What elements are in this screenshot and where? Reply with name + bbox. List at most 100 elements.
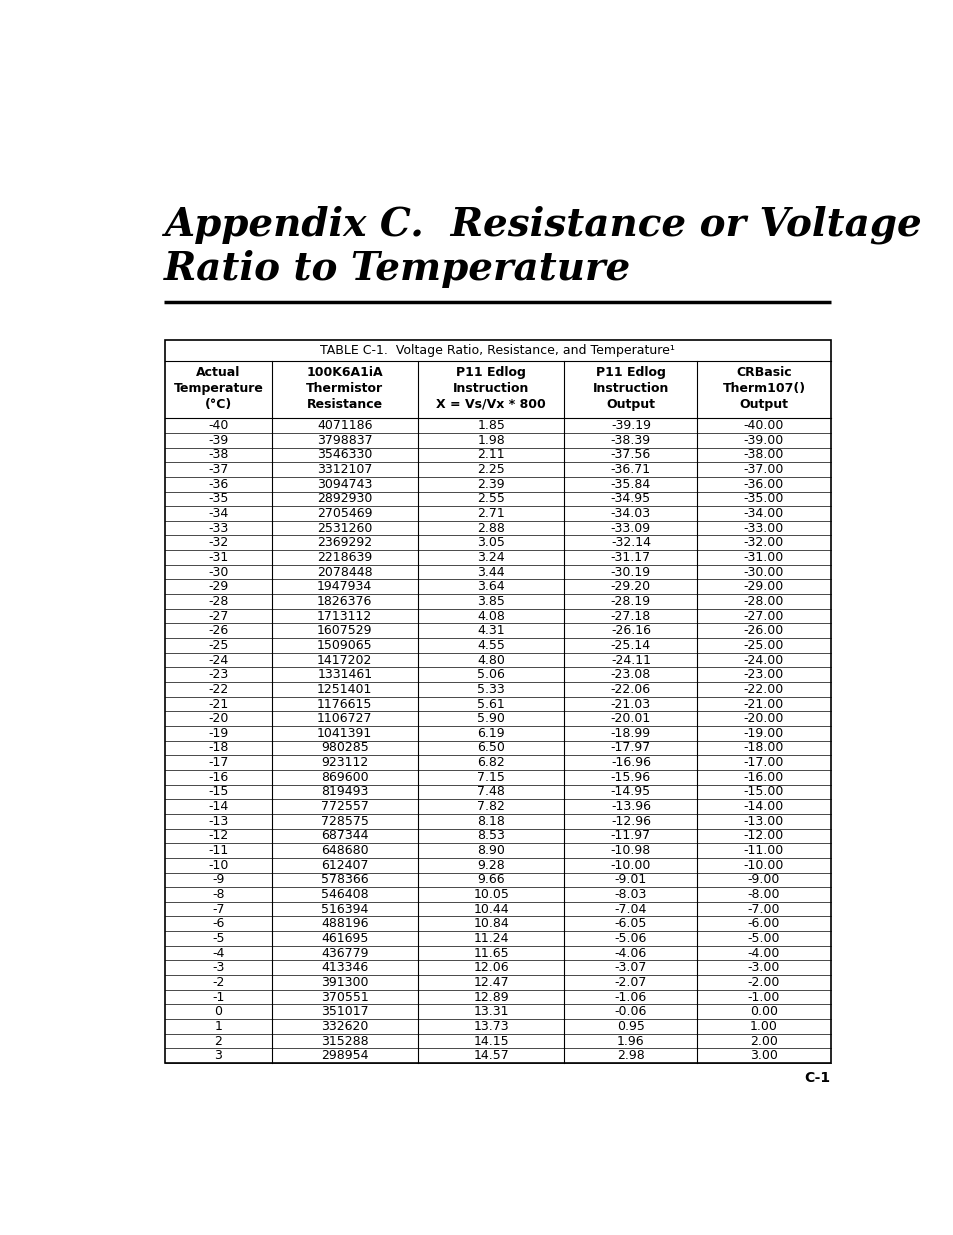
Text: -2: -2 [212, 976, 224, 989]
Text: -6.05: -6.05 [614, 918, 646, 930]
Text: -28.00: -28.00 [743, 595, 783, 608]
Text: -23.08: -23.08 [610, 668, 650, 682]
Text: 648680: 648680 [320, 844, 368, 857]
Text: -32.00: -32.00 [743, 536, 783, 550]
Text: -15: -15 [208, 785, 229, 799]
Text: 1826376: 1826376 [316, 595, 372, 608]
Text: (°C): (°C) [205, 398, 232, 411]
Text: 12.06: 12.06 [473, 961, 508, 974]
Text: -29.00: -29.00 [743, 580, 783, 593]
Text: 6.82: 6.82 [476, 756, 504, 769]
Bar [165, 341, 830, 1063]
Text: 923112: 923112 [321, 756, 368, 769]
Text: -18.99: -18.99 [610, 727, 650, 740]
Text: 11.65: 11.65 [473, 946, 508, 960]
Text: 1509065: 1509065 [316, 638, 373, 652]
Text: -11: -11 [208, 844, 228, 857]
Text: -36: -36 [208, 478, 228, 490]
Text: 3.05: 3.05 [476, 536, 504, 550]
Text: -7: -7 [212, 903, 224, 915]
Text: -30.00: -30.00 [743, 566, 783, 579]
Text: -34.00: -34.00 [743, 508, 783, 520]
Text: -27: -27 [208, 610, 229, 622]
Text: 488196: 488196 [320, 918, 368, 930]
Text: 7.15: 7.15 [476, 771, 504, 784]
Text: 1.00: 1.00 [749, 1020, 777, 1032]
Text: -35: -35 [208, 493, 229, 505]
Text: -21: -21 [208, 698, 228, 710]
Text: -7.00: -7.00 [747, 903, 780, 915]
Text: -20.00: -20.00 [743, 713, 783, 725]
Text: -13.96: -13.96 [610, 800, 650, 813]
Text: -14: -14 [208, 800, 228, 813]
Text: -24: -24 [208, 653, 228, 667]
Text: 2892930: 2892930 [316, 493, 372, 505]
Text: 3.85: 3.85 [476, 595, 504, 608]
Text: -19: -19 [208, 727, 228, 740]
Text: 1: 1 [214, 1020, 222, 1032]
Text: 2705469: 2705469 [316, 508, 372, 520]
Text: 332620: 332620 [321, 1020, 368, 1032]
Text: 4.80: 4.80 [476, 653, 504, 667]
Text: 3094743: 3094743 [316, 478, 372, 490]
Text: -31: -31 [208, 551, 228, 564]
Text: -24.11: -24.11 [610, 653, 650, 667]
Text: -17: -17 [208, 756, 229, 769]
Text: -39: -39 [208, 433, 228, 447]
Text: -3.00: -3.00 [747, 961, 780, 974]
Text: 351017: 351017 [320, 1005, 368, 1018]
Text: 1106727: 1106727 [316, 713, 372, 725]
Text: Actual: Actual [196, 366, 240, 379]
Text: -29: -29 [208, 580, 228, 593]
Text: -40.00: -40.00 [743, 419, 783, 432]
Text: -13: -13 [208, 815, 228, 827]
Text: P11 Edlog: P11 Edlog [596, 366, 665, 379]
Text: 772557: 772557 [320, 800, 368, 813]
Text: 1947934: 1947934 [316, 580, 372, 593]
Text: -28: -28 [208, 595, 229, 608]
Text: 1.98: 1.98 [476, 433, 504, 447]
Text: -22: -22 [208, 683, 228, 695]
Text: 5.61: 5.61 [476, 698, 504, 710]
Text: 10.05: 10.05 [473, 888, 509, 902]
Text: -26.00: -26.00 [743, 624, 783, 637]
Text: 1417202: 1417202 [316, 653, 372, 667]
Text: 516394: 516394 [321, 903, 368, 915]
Text: -40: -40 [208, 419, 229, 432]
Text: -38.39: -38.39 [610, 433, 650, 447]
Text: -5.00: -5.00 [747, 932, 780, 945]
Text: -10.00: -10.00 [743, 858, 783, 872]
Text: 3.44: 3.44 [476, 566, 504, 579]
Text: -34: -34 [208, 508, 228, 520]
Text: Resistance: Resistance [306, 398, 382, 411]
Text: -4.00: -4.00 [747, 946, 780, 960]
Text: X = Vs/Vx * 800: X = Vs/Vx * 800 [436, 398, 545, 411]
Text: 14.15: 14.15 [473, 1035, 508, 1047]
Text: 0.00: 0.00 [749, 1005, 777, 1018]
Text: 2.00: 2.00 [749, 1035, 777, 1047]
Text: 7.82: 7.82 [476, 800, 504, 813]
Text: Instruction: Instruction [453, 382, 529, 395]
Text: -26.16: -26.16 [610, 624, 650, 637]
Text: -3: -3 [212, 961, 224, 974]
Text: -37.00: -37.00 [743, 463, 783, 475]
Text: -18.00: -18.00 [743, 741, 783, 755]
Text: -4.06: -4.06 [614, 946, 646, 960]
Text: -12.00: -12.00 [743, 830, 783, 842]
Text: 2078448: 2078448 [316, 566, 373, 579]
Text: Appendix C.  Resistance or Voltage: Appendix C. Resistance or Voltage [164, 205, 921, 243]
Text: -32: -32 [208, 536, 228, 550]
Text: 436779: 436779 [320, 946, 368, 960]
Text: 687344: 687344 [320, 830, 368, 842]
Text: -0.06: -0.06 [614, 1005, 646, 1018]
Text: 4.55: 4.55 [476, 638, 504, 652]
Text: 6.50: 6.50 [476, 741, 504, 755]
Text: -1: -1 [212, 990, 224, 1004]
Text: -15.00: -15.00 [743, 785, 783, 799]
Text: C-1: C-1 [803, 1071, 830, 1084]
Text: -31.17: -31.17 [610, 551, 650, 564]
Text: 3546330: 3546330 [316, 448, 372, 462]
Text: -23: -23 [208, 668, 228, 682]
Text: Output: Output [606, 398, 655, 411]
Text: -23.00: -23.00 [743, 668, 783, 682]
